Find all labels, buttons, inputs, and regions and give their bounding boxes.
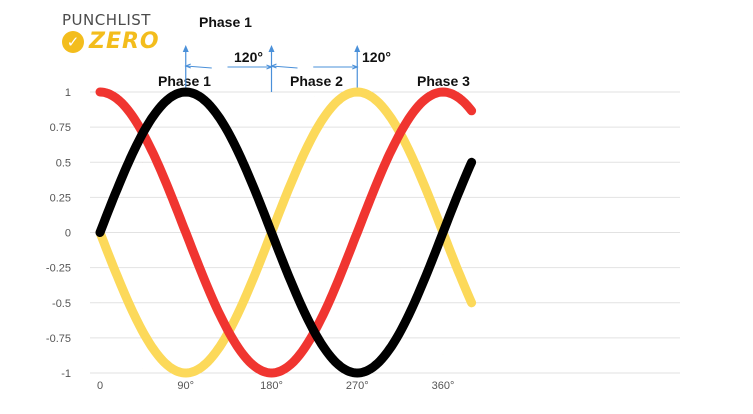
chart-gridlines xyxy=(90,91,680,374)
x-tick-label: 360° xyxy=(432,380,455,392)
chart-series xyxy=(95,87,477,378)
arrowhead xyxy=(184,63,191,69)
y-tick-label: 0 xyxy=(65,228,71,240)
y-tick-label: -1 xyxy=(61,368,71,380)
logo-wordmark-top: PUNCHLIST xyxy=(62,11,151,29)
phase-2-label: Phase 2 xyxy=(290,73,343,89)
logo-wordmark-bottom: ✓ ZERO xyxy=(62,30,160,54)
y-tick-label: 0.5 xyxy=(56,157,71,169)
arrowhead xyxy=(352,64,359,70)
x-tick-label: 180° xyxy=(260,380,283,392)
arrowhead xyxy=(354,45,361,52)
punchlist-zero-logo: PUNCHLIST ✓ ZERO xyxy=(62,12,160,54)
phase-1-label: Phase 1 xyxy=(158,73,211,89)
x-tick-label: 0 xyxy=(97,380,103,392)
angle-span xyxy=(271,65,298,69)
x-axis-ticks: 0 90° 180° 270° 360° xyxy=(97,380,454,392)
series-line xyxy=(95,87,477,378)
angle-label-120-left: 120° xyxy=(234,49,263,65)
phase-arrows xyxy=(182,45,361,92)
x-tick-label: 270° xyxy=(346,380,369,392)
y-tick-label: -0.75 xyxy=(46,333,71,345)
chart-phase-heading: Phase 1 xyxy=(199,14,252,30)
angle-span xyxy=(185,65,212,69)
y-tick-label: -0.5 xyxy=(52,298,71,310)
x-tick-label: 90° xyxy=(177,380,194,392)
y-tick-label: 0.75 xyxy=(50,122,71,134)
arrowhead xyxy=(266,64,273,70)
phase-3-label: Phase 3 xyxy=(417,73,470,89)
arrowhead xyxy=(268,45,275,52)
y-tick-label: -0.25 xyxy=(46,263,71,275)
arrowhead xyxy=(270,63,277,69)
series-line xyxy=(95,87,477,378)
y-tick-label: 0.25 xyxy=(50,192,71,204)
logo-zero-text: ZERO xyxy=(89,29,160,54)
arrowhead xyxy=(182,45,189,52)
series-line xyxy=(95,87,477,378)
check-circle-icon: ✓ xyxy=(62,31,84,53)
y-tick-label: 1 xyxy=(65,87,71,99)
y-axis-ticks: 1 0.75 0.5 0.25 0 -0.25 -0.5 -0.75 -1 xyxy=(46,87,71,380)
angle-label-120-right: 120° xyxy=(362,49,391,65)
